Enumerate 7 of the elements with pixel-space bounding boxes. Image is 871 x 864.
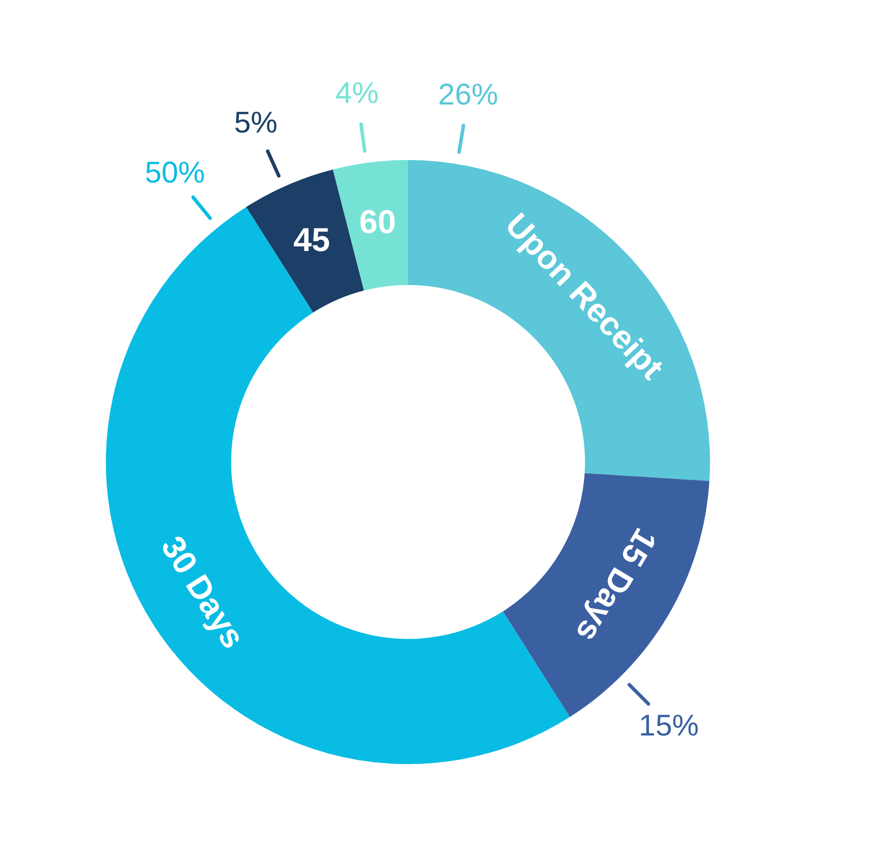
slice-label: 45 <box>293 220 330 258</box>
data-label: 5% <box>234 106 278 140</box>
data-label: 4% <box>335 77 379 110</box>
slice-label: 60 <box>359 202 396 240</box>
data-label: 15% <box>638 709 699 742</box>
data-label: 50% <box>144 156 205 190</box>
data-label: 26% <box>438 78 498 112</box>
